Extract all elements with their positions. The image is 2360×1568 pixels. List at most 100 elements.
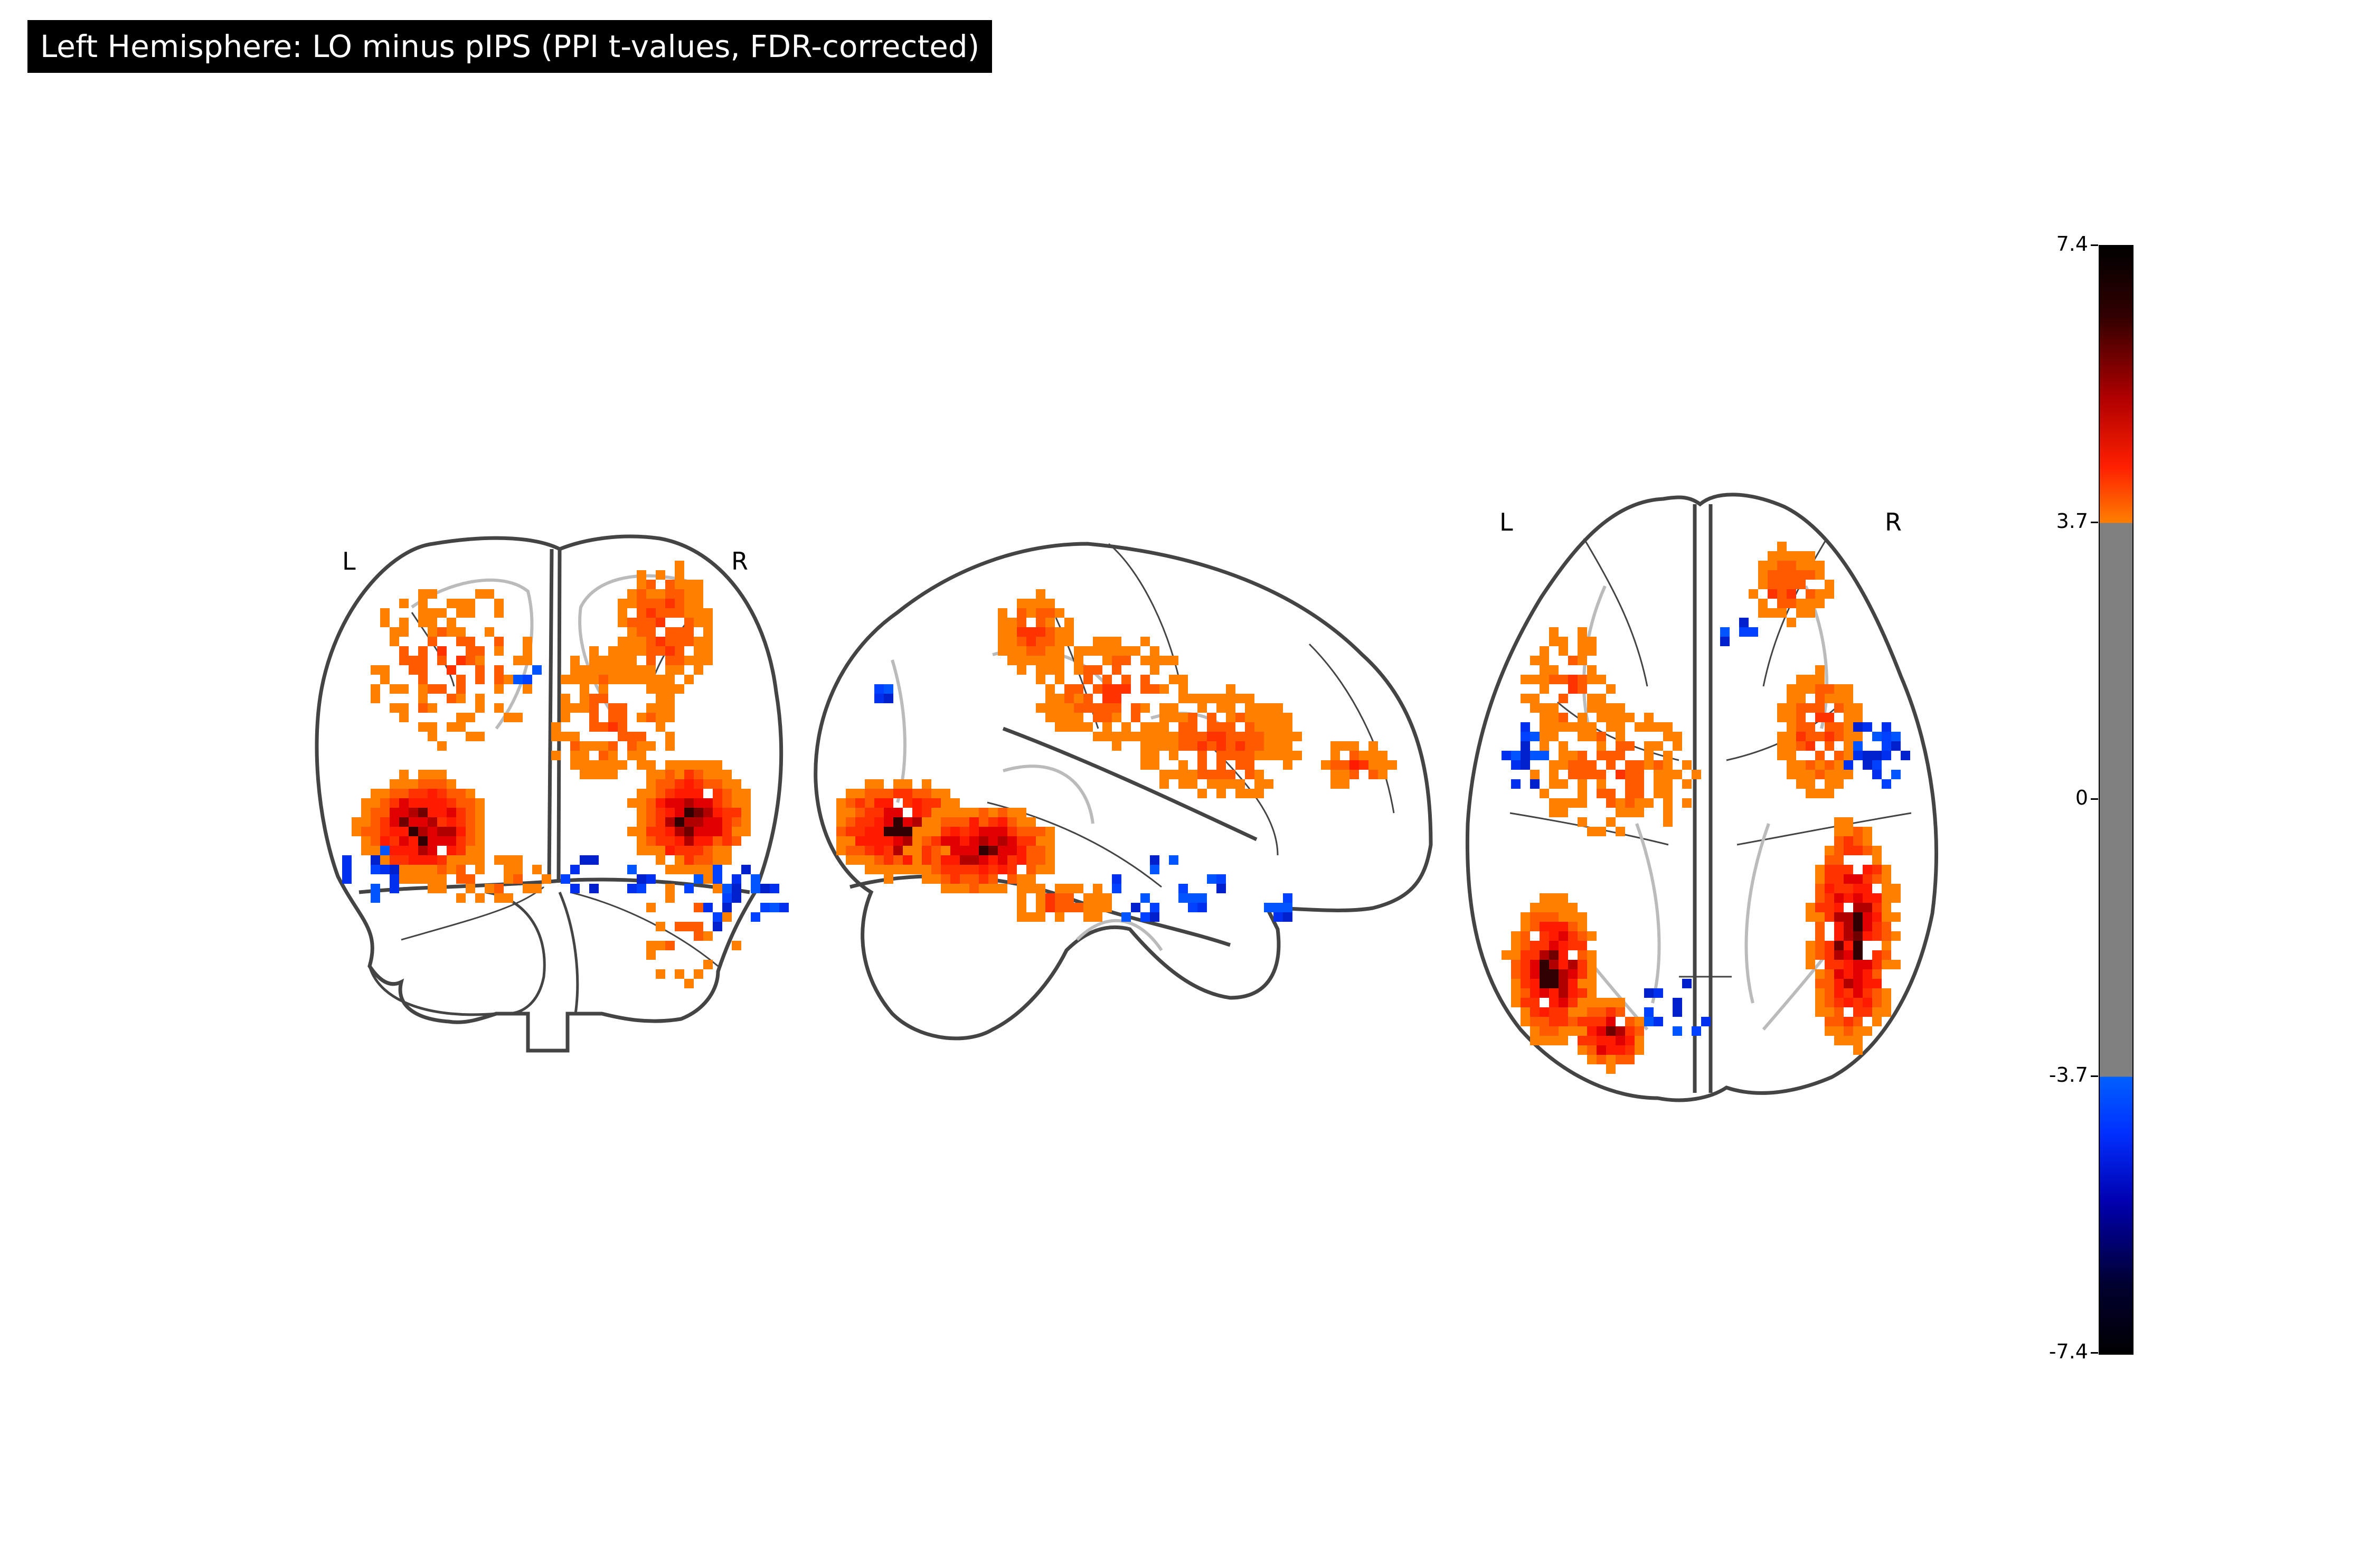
positive-voxel <box>1226 770 1235 779</box>
positive-voxel <box>637 751 646 760</box>
positive-voxel <box>570 751 580 760</box>
positive-voxel <box>722 846 732 855</box>
positive-voxel <box>1254 722 1264 732</box>
positive-voxel <box>1777 580 1787 589</box>
positive-voxel <box>1245 789 1254 798</box>
positive-voxel <box>1844 922 1853 931</box>
positive-voxel <box>1093 732 1102 741</box>
positive-voxel <box>1102 732 1112 741</box>
positive-voxel <box>1188 694 1197 703</box>
positive-voxel <box>1026 912 1036 922</box>
positive-voxel <box>1559 950 1568 960</box>
positive-voxel <box>456 684 466 694</box>
positive-voxel <box>1777 751 1787 760</box>
positive-voxel <box>399 836 409 846</box>
positive-voxel <box>1540 789 1549 798</box>
positive-voxel <box>646 741 656 751</box>
positive-voxel <box>884 865 893 874</box>
negative-voxel <box>732 893 741 903</box>
negative-voxel <box>1654 988 1663 998</box>
positive-voxel <box>903 798 912 808</box>
positive-voxel <box>485 627 494 637</box>
positive-voxel <box>1131 646 1140 656</box>
positive-voxel <box>684 770 694 779</box>
positive-voxel <box>1635 1036 1644 1045</box>
positive-voxel <box>1559 941 1568 950</box>
positive-voxel <box>580 703 589 713</box>
negative-voxel <box>1872 751 1882 760</box>
positive-voxel <box>703 931 713 941</box>
positive-voxel <box>466 599 475 608</box>
positive-voxel <box>1806 608 1815 618</box>
positive-voxel <box>941 884 950 893</box>
positive-voxel <box>1017 599 1026 608</box>
positive-voxel <box>1777 561 1787 570</box>
negative-voxel <box>1511 779 1521 789</box>
positive-voxel <box>390 684 399 694</box>
positive-voxel <box>475 646 485 656</box>
positive-voxel <box>1597 1026 1606 1036</box>
positive-voxel <box>1540 969 1549 979</box>
positive-voxel <box>1587 646 1597 656</box>
positive-voxel <box>1806 675 1815 684</box>
positive-voxel <box>447 599 456 608</box>
positive-voxel <box>1768 589 1777 599</box>
positive-voxel <box>456 599 466 608</box>
positive-voxel <box>1825 1017 1834 1026</box>
positive-voxel <box>589 703 599 713</box>
positive-voxel <box>1093 665 1102 675</box>
positive-voxel <box>694 798 703 808</box>
positive-voxel <box>608 751 618 760</box>
negative-voxel <box>1140 893 1150 903</box>
positive-voxel <box>627 798 637 808</box>
negative-voxel <box>380 865 390 874</box>
positive-voxel <box>1806 570 1815 580</box>
positive-voxel <box>1207 770 1216 779</box>
positive-voxel <box>1777 732 1787 741</box>
positive-voxel <box>1055 884 1064 893</box>
positive-voxel <box>428 855 437 865</box>
positive-voxel <box>1559 713 1568 722</box>
positive-voxel <box>1349 741 1359 751</box>
positive-voxel <box>1368 751 1378 760</box>
positive-voxel <box>694 969 703 979</box>
positive-voxel <box>1844 703 1853 713</box>
positive-voxel <box>1521 998 1530 1007</box>
positive-voxel <box>1587 998 1597 1007</box>
positive-voxel <box>855 808 865 817</box>
positive-voxel <box>855 846 865 855</box>
positive-voxel <box>1834 922 1844 931</box>
positive-voxel <box>1663 779 1673 789</box>
positive-voxel <box>1102 903 1112 912</box>
positive-voxel <box>513 713 523 722</box>
positive-voxel <box>1825 950 1834 960</box>
positive-voxel <box>428 808 437 817</box>
colorbar-tick-label: 0 <box>2075 786 2088 809</box>
positive-voxel <box>447 779 456 789</box>
positive-voxel <box>703 874 713 884</box>
negative-voxel <box>1720 627 1730 637</box>
positive-voxel <box>1349 760 1359 770</box>
positive-voxel <box>732 789 741 798</box>
positive-voxel <box>561 732 570 741</box>
positive-voxel <box>418 789 428 798</box>
positive-voxel <box>1254 732 1264 741</box>
positive-voxel <box>684 979 694 988</box>
positive-voxel <box>1635 1045 1644 1055</box>
positive-voxel <box>1045 656 1055 665</box>
positive-voxel <box>1511 969 1521 979</box>
positive-voxel <box>713 770 722 779</box>
positive-voxel <box>1806 770 1815 779</box>
positive-voxel <box>437 874 447 884</box>
positive-voxel <box>390 827 399 836</box>
positive-voxel <box>608 722 618 732</box>
positive-voxel <box>1825 580 1834 589</box>
positive-voxel <box>694 808 703 817</box>
positive-voxel <box>893 789 903 798</box>
positive-voxel <box>1682 779 1692 789</box>
positive-voxel <box>409 817 418 827</box>
positive-voxel <box>428 627 437 637</box>
positive-voxel <box>665 760 675 770</box>
positive-voxel <box>912 798 922 808</box>
positive-voxel <box>1216 732 1226 741</box>
